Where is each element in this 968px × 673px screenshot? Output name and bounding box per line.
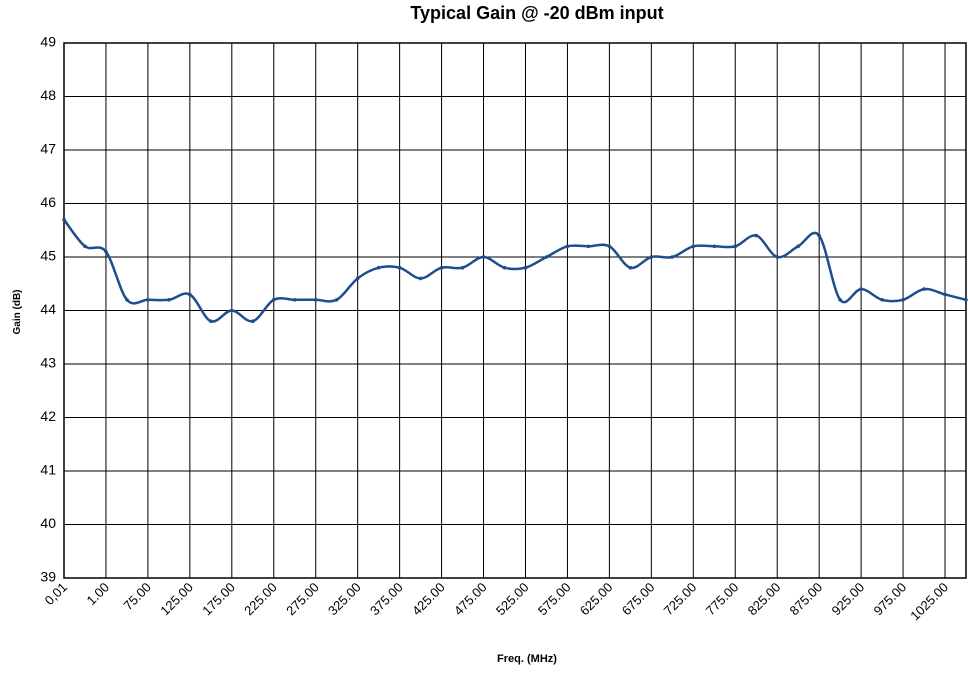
data-point [691, 244, 696, 249]
data-point [313, 298, 318, 302]
x-tick-label: 325.00 [325, 580, 364, 619]
data-point [649, 255, 654, 259]
data-point [670, 255, 675, 259]
data-point [460, 265, 465, 270]
data-point [167, 298, 171, 302]
x-tick-label: 725.00 [661, 580, 700, 619]
y-tick-label: 47 [40, 141, 56, 157]
y-tick-label: 45 [40, 248, 56, 264]
data-point [439, 265, 444, 270]
data-point [292, 298, 297, 302]
data-point [83, 244, 87, 249]
data-point [586, 244, 591, 249]
x-tick-label: 675.00 [619, 580, 658, 619]
x-tick-label: 1.00 [84, 580, 113, 609]
data-point [943, 292, 947, 297]
data-point [880, 298, 884, 302]
y-tick-label: 49 [40, 34, 56, 50]
data-point [209, 319, 213, 324]
data-point [817, 233, 821, 238]
x-tick-label: 125.00 [157, 580, 196, 619]
data-point [523, 265, 528, 270]
y-tick-label: 40 [40, 515, 56, 531]
y-tick-label: 44 [40, 301, 56, 317]
data-point [230, 308, 234, 313]
data-point [565, 244, 570, 249]
data-point [775, 255, 780, 259]
y-tick-label: 48 [40, 87, 56, 103]
data-point [334, 298, 339, 302]
x-axis-label: Freq. (MHz) [497, 653, 557, 665]
data-point [712, 244, 717, 249]
data-point [104, 249, 108, 254]
data-point [481, 255, 486, 259]
data-point [859, 287, 863, 291]
data-point [607, 244, 612, 249]
data-point [271, 298, 276, 302]
x-tick-label: 1025.00 [907, 580, 951, 624]
data-point [418, 276, 423, 281]
y-tick-label: 46 [40, 194, 56, 210]
data-point [376, 265, 381, 270]
data-point [544, 255, 549, 259]
data-point [964, 298, 968, 302]
x-tick-label: 75.00 [120, 580, 154, 614]
data-point [125, 298, 129, 302]
data-point [397, 265, 402, 270]
data-point [502, 265, 507, 270]
x-tick-label: 875.00 [787, 580, 826, 619]
data-point [188, 292, 192, 297]
x-tick-label: 925.00 [829, 580, 868, 619]
data-point [146, 298, 150, 302]
chart-title: Typical Gain @ -20 dBm input [410, 3, 663, 23]
data-point [796, 244, 800, 249]
y-tick-label: 41 [40, 462, 56, 478]
data-point [355, 276, 360, 281]
y-axis-label: Gain (dB) [12, 290, 23, 335]
plot-border [63, 42, 967, 579]
x-tick-label: 275.00 [283, 580, 322, 619]
data-point [754, 233, 759, 238]
data-point [922, 287, 926, 291]
x-tick-label: 375.00 [367, 580, 406, 619]
x-tick-label: 425.00 [409, 580, 448, 619]
data-line [63, 218, 967, 323]
data-point [62, 217, 66, 222]
x-tick-label: 775.00 [703, 580, 742, 619]
y-tick-label: 42 [40, 408, 56, 424]
data-point [733, 244, 738, 249]
x-tick-label: 975.00 [870, 580, 909, 619]
data-point [901, 298, 905, 302]
x-tick-label: 525.00 [493, 580, 532, 619]
x-tick-label: 475.00 [451, 580, 490, 619]
x-tick-label: 575.00 [535, 580, 574, 619]
x-tick-label: 625.00 [577, 580, 616, 619]
x-tick-label: 825.00 [745, 580, 784, 619]
data-point [838, 298, 842, 302]
x-tick-label: 225.00 [241, 580, 280, 619]
y-tick-label: 39 [40, 569, 56, 585]
y-tick-label: 43 [40, 355, 56, 371]
data-point [628, 265, 633, 270]
data-point [250, 319, 255, 324]
x-tick-label: 175.00 [199, 580, 238, 619]
